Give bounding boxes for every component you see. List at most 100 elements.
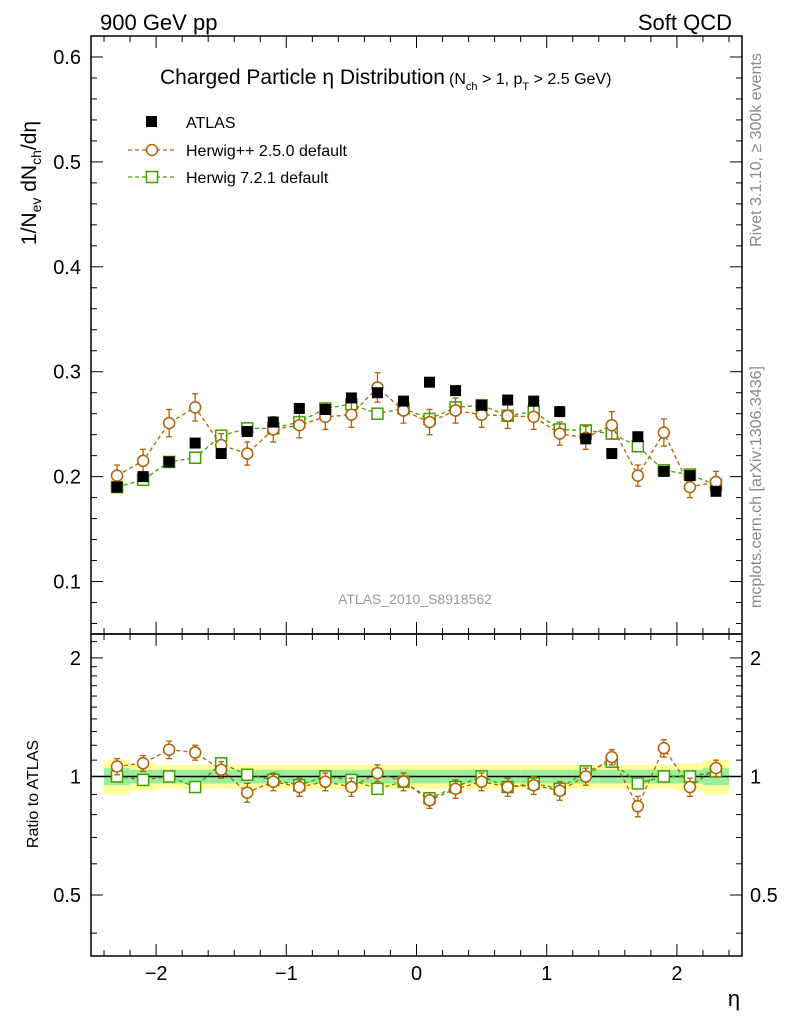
- herwigpp-ratio-point: [110, 760, 124, 773]
- herwigpp-line: [116, 386, 717, 488]
- atlas-point: [554, 406, 566, 418]
- atlas-point: [215, 448, 227, 460]
- herwigpp-point: [240, 447, 254, 460]
- herwig7-ratio-point: [657, 770, 671, 783]
- header-left: 900 GeV pp: [100, 10, 217, 35]
- ratio-tick-label-left: 0.5: [53, 885, 81, 907]
- atlas-point: [450, 385, 462, 397]
- legend: ATLAS Herwig++ 2.5.0 default Herwig 7.2.…: [128, 115, 348, 187]
- herwigpp-ratio-point: [501, 780, 514, 794]
- herwig7-ratio-point: [631, 777, 645, 790]
- y-axis-label: 1/Nev dNch/dη: [18, 121, 44, 245]
- atlas-point: [476, 399, 488, 411]
- herwigpp-ratio-point: [293, 780, 306, 794]
- herwig7-point: [631, 439, 645, 453]
- header-right: Soft QCD: [638, 10, 732, 35]
- marks-layer: [91, 372, 742, 818]
- herwigpp-point: [345, 408, 358, 421]
- herwigpp-point: [657, 426, 671, 439]
- atlas-point: [528, 395, 540, 407]
- chart-title: Charged Particle η Distribution (Nch > 1, …: [160, 66, 611, 93]
- atlas-point: [684, 470, 696, 482]
- analysis-watermark: ATLAS_2010_S8918562: [338, 591, 492, 607]
- herwigpp-ratio-point: [136, 757, 150, 770]
- herwigpp-point: [162, 416, 176, 430]
- atlas-point: [606, 448, 618, 460]
- herwigpp-ratio-point: [240, 786, 254, 799]
- herwig7-ratio-point: [371, 782, 384, 796]
- y-tick-label: 0.1: [53, 572, 81, 594]
- ratio-tick-label-left: 2: [70, 648, 81, 670]
- atlas-point: [424, 376, 436, 388]
- x-tick-label: 1: [541, 963, 552, 985]
- ratio-plot-frame: [90, 633, 743, 957]
- herwig7-point: [371, 407, 384, 420]
- herwigpp-point: [501, 409, 514, 423]
- legend-herwig7-marker: [145, 170, 159, 184]
- legend-herwigpp-marker: [145, 143, 159, 157]
- atlas-point: [189, 437, 201, 449]
- ratio-tick-label-right: 2: [750, 648, 761, 670]
- herwigpp-point: [110, 469, 124, 482]
- x-tick-label: 0: [411, 963, 422, 985]
- ratio-tick-label-right: 1: [750, 766, 761, 788]
- herwigpp-point: [293, 418, 306, 432]
- herwigpp-ratio-point: [214, 763, 228, 776]
- herwigpp-point: [136, 454, 150, 468]
- herwigpp-ratio-point: [267, 775, 280, 788]
- atlas-point: [658, 465, 670, 477]
- herwigpp-point: [709, 475, 723, 489]
- herwigpp-ratio-point: [579, 770, 593, 783]
- ratio-tick-label-right: 0.5: [750, 885, 778, 907]
- atlas-point: [397, 395, 409, 407]
- y-tick-label: 0.3: [53, 362, 81, 384]
- ratio-y-axis-label: Ratio to ATLAS: [25, 740, 42, 848]
- herwigpp-point: [188, 401, 202, 414]
- atlas-point: [319, 403, 331, 415]
- y-tick-label: 0.5: [53, 152, 81, 174]
- herwig7-ratio-point: [188, 780, 202, 794]
- herwigpp-ratio-point: [657, 741, 671, 755]
- atlas-point: [632, 431, 644, 443]
- herwig7-ratio-point: [162, 770, 176, 783]
- herwigpp-ratio-point: [683, 780, 697, 794]
- herwigpp-ratio-point: [397, 775, 410, 788]
- legend-atlas-label: ATLAS: [186, 115, 236, 132]
- herwigpp-ratio-point: [475, 775, 488, 788]
- rivet-label: Rivet 3.1.10, ≥ 300k events: [748, 53, 765, 247]
- herwigpp-point: [553, 427, 566, 440]
- herwigpp-ratio-point: [631, 800, 645, 813]
- herwig7-ratio-point: [136, 773, 150, 787]
- herwigpp-ratio-point: [527, 778, 540, 792]
- herwigpp-ratio-point: [371, 766, 384, 780]
- atlas-point: [111, 481, 123, 493]
- y-tick-label: 0.6: [53, 47, 81, 69]
- herwigpp-point: [683, 480, 697, 494]
- herwigpp-ratio-point: [709, 761, 723, 775]
- atlas-point: [267, 416, 279, 428]
- x-tick-label: −1: [275, 963, 298, 985]
- herwig7-point: [188, 451, 202, 464]
- herwigpp-ratio-point: [162, 743, 176, 756]
- atlas-point: [502, 394, 514, 406]
- legend-herwig7-label: Herwig 7.2.1 default: [186, 170, 329, 187]
- herwig7-ratio-point: [240, 768, 254, 781]
- atlas-point: [345, 392, 357, 404]
- herwigpp-ratio-point: [319, 775, 332, 788]
- herwigpp-point: [527, 410, 540, 424]
- x-axis-label: η: [728, 986, 740, 1011]
- herwigpp-point: [605, 418, 619, 432]
- ticks-layer: −2 −1 0 1 2 0.1 0.2 0.3 0.4 0.5 0.6 0.5 0.5 1 1 2 2: [53, 36, 778, 985]
- herwigpp-ratio-point: [423, 794, 436, 807]
- ratio-tick-label-left: 1: [70, 766, 81, 788]
- atlas-point: [163, 456, 175, 468]
- y-tick-label: 0.2: [53, 467, 81, 489]
- herwigpp-point: [397, 404, 410, 417]
- x-tick-label: 2: [671, 963, 682, 985]
- herwigpp-point: [423, 415, 436, 429]
- atlas-point: [371, 387, 383, 399]
- mcplots-label: mcplots.cern.ch [arXiv:1306.3436]: [748, 366, 765, 608]
- atlas-point: [137, 471, 149, 483]
- herwigpp-ratio-point: [345, 780, 358, 794]
